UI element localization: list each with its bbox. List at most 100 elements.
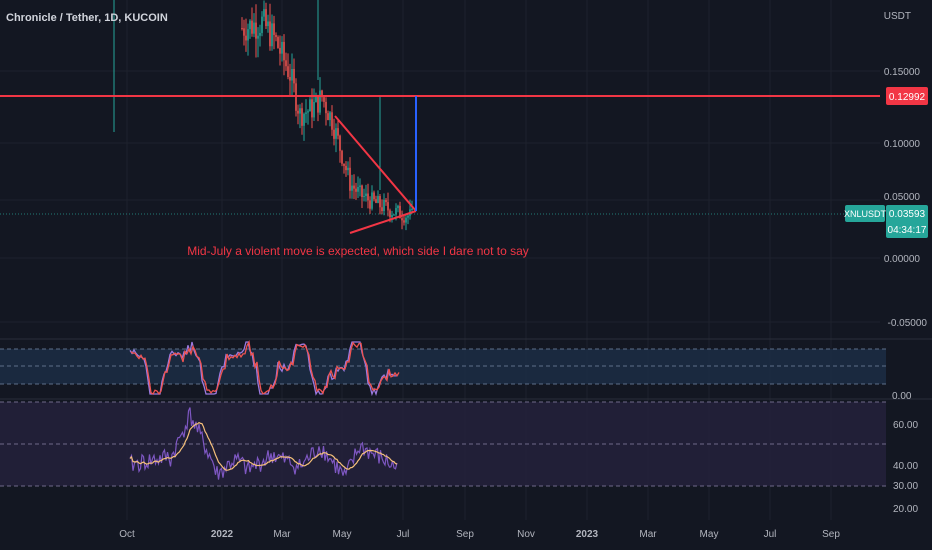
candle-body: [299, 108, 301, 114]
candle-body: [309, 99, 311, 112]
time-tick: Mar: [639, 529, 657, 540]
price-scale[interactable]: USDT 0.15000 0.10000 0.05000 0.00000 -0.…: [884, 11, 928, 329]
candle-body: [329, 112, 331, 121]
oscillator-2-pane[interactable]: 60.00 40.00 30.00 20.00: [0, 401, 918, 515]
osc1-signal-line: [130, 339, 400, 396]
time-tick: Nov: [517, 529, 535, 540]
candle-body: [377, 196, 379, 203]
candle-body: [399, 205, 401, 219]
osc1-tick: 0.00: [892, 391, 912, 402]
osc2-tick: 30.00: [893, 481, 918, 492]
candle-body: [315, 95, 317, 103]
candle-body: [273, 23, 275, 35]
candle-body: [381, 207, 383, 212]
candle-body: [403, 220, 405, 223]
candle-body: [369, 200, 371, 209]
time-tick: Jul: [764, 529, 777, 540]
candle-body: [243, 28, 245, 36]
candle-body: [259, 32, 261, 36]
osc2-scale: 60.00 40.00 30.00 20.00: [893, 420, 918, 515]
candle-body: [285, 60, 287, 67]
triangle-pattern[interactable]: [334, 115, 417, 234]
currency-label: USDT: [884, 11, 911, 22]
candle-body: [397, 205, 399, 209]
candle-body: [271, 23, 273, 47]
candle-body: [343, 163, 345, 166]
time-tick: 2023: [576, 529, 599, 540]
candle-body: [279, 47, 281, 54]
candle-body: [307, 111, 309, 113]
candle-body: [335, 128, 337, 139]
candle-body: [407, 215, 409, 218]
candle-body: [303, 113, 305, 126]
candle-body: [351, 185, 353, 191]
candle-body: [327, 113, 329, 121]
price-grid: [0, 70, 880, 323]
candle-body: [355, 188, 357, 192]
candle-body: [353, 185, 355, 189]
last-price-badge: XNLUSDT 0.03593 04:34:17: [844, 205, 928, 238]
candle-body: [317, 95, 319, 113]
candle-body: [291, 68, 293, 81]
candle-body: [249, 20, 251, 30]
candle-body: [247, 29, 249, 41]
candle-body: [361, 185, 363, 198]
candle-body: [349, 167, 351, 191]
candle-body: [345, 165, 347, 171]
last-price-text: 0.03593: [889, 209, 926, 220]
candle-body: [339, 135, 341, 151]
candle-body: [241, 28, 243, 29]
triangle-upper-line: [334, 115, 417, 212]
symbol-badge-text: XNLUSDT: [844, 209, 887, 219]
candle-body: [385, 199, 387, 203]
candle-body: [261, 16, 263, 33]
candle-body: [337, 128, 339, 136]
candle-body: [255, 22, 257, 39]
candle-body: [293, 68, 295, 84]
candle-body: [347, 167, 349, 171]
osc2-tick: 20.00: [893, 504, 918, 515]
annotation-text[interactable]: Mid-July a violent move is expected, whi…: [187, 244, 529, 258]
price-tick: -0.05000: [888, 318, 928, 329]
candle-body: [251, 20, 253, 34]
candle-body: [405, 217, 407, 223]
time-tick: Jul: [397, 529, 410, 540]
candle-body: [319, 90, 321, 113]
candle-body: [371, 192, 373, 209]
candle-body: [277, 37, 279, 48]
candle-body: [311, 99, 313, 118]
candle-body: [391, 215, 393, 218]
candle-body: [263, 9, 265, 17]
candle-body: [359, 185, 361, 187]
candle-body: [245, 35, 247, 41]
price-tick: 0.10000: [884, 139, 921, 150]
candle-body: [395, 208, 397, 215]
price-tick: 0.15000: [884, 67, 921, 78]
candle-body: [331, 112, 333, 130]
level-price-badge: 0.12992: [886, 87, 928, 105]
candle-body: [267, 21, 269, 27]
triangle-lower-line: [349, 210, 417, 234]
time-axis[interactable]: Oct 2022 Mar May Jul Sep Nov 2023 Mar Ma…: [119, 529, 840, 540]
price-tick: 0.00000: [884, 254, 921, 265]
time-tick: May: [700, 529, 719, 540]
candle-body: [275, 34, 277, 38]
symbol-title: Chronicle / Tether, 1D, KUCOIN: [6, 12, 168, 24]
time-tick: Oct: [119, 529, 135, 540]
candle-body: [305, 112, 307, 114]
candle-body: [357, 186, 359, 192]
candle-body: [375, 199, 377, 203]
oscillator-1-pane[interactable]: 0.00: [0, 339, 912, 402]
countdown-text: 04:34:17: [888, 225, 927, 236]
candle-body: [301, 108, 303, 126]
rsi-line: [129, 407, 398, 480]
candle-body: [333, 129, 335, 139]
candle-body: [363, 196, 365, 198]
candle-body: [287, 66, 289, 78]
candle-body: [373, 192, 375, 200]
candle-body: [265, 9, 267, 27]
time-tick: Mar: [273, 529, 291, 540]
spike-wicks: [113, 0, 381, 190]
level-price-text: 0.12992: [889, 92, 926, 103]
